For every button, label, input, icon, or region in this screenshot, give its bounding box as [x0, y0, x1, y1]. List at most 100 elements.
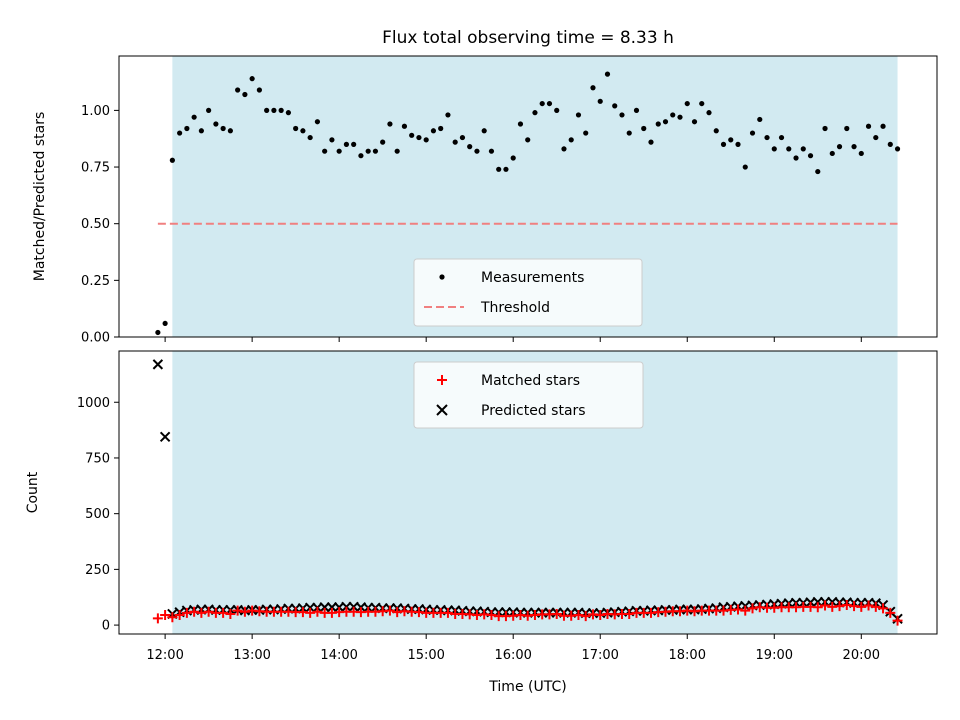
measurement-point: [336, 148, 342, 154]
measurement-point: [184, 125, 190, 132]
measurement-point: [198, 128, 204, 134]
measurement-point: [481, 128, 487, 134]
matched-star-point: [747, 603, 758, 614]
matched-star-point: [573, 610, 584, 621]
measurement-point: [684, 100, 690, 107]
measurement-point: [691, 119, 698, 125]
matched-star-point: [595, 610, 606, 621]
measurement-point: [575, 112, 582, 118]
measurement-point: [380, 139, 386, 145]
measurement-point: [177, 130, 183, 136]
bottom-x-tick-label: 17:00: [581, 648, 618, 663]
measurement-point: [662, 119, 669, 125]
measurement-point: [764, 134, 770, 141]
measurement-point: [626, 130, 632, 136]
bottom-x-tick-label: 12:00: [146, 648, 183, 663]
measurement-point: [220, 125, 226, 132]
matched-star-point: [892, 615, 903, 626]
measurement-point: [546, 100, 553, 107]
measurement-point: [322, 148, 328, 154]
matched-star-point: [312, 606, 323, 617]
measurement-point: [554, 107, 560, 113]
predicted-star-point: [152, 359, 164, 370]
matched-star-point: [305, 607, 316, 618]
matched-star-point: [174, 610, 185, 621]
top-chart-title: Flux total observing time = 8.33 h: [382, 28, 674, 48]
bottom-y-tick-label: 0: [102, 619, 110, 634]
measurement-point: [249, 76, 255, 82]
matched-star-point: [863, 600, 874, 611]
measurement-point: [648, 139, 654, 145]
x-axis-label: Time (UTC): [488, 679, 566, 695]
bottom-x-tick-label: 16:00: [494, 648, 531, 663]
bottom-panel: 0 250 500 750 1000 12:00 13:00 14:00 15:00 16:00…: [25, 350, 938, 695]
measurement-point: [735, 141, 741, 147]
measurement-point: [496, 166, 502, 172]
measurement-point: [720, 141, 727, 147]
legend-measurements-marker: [439, 274, 445, 280]
bottom-x-tick-label: 19:00: [756, 648, 793, 663]
legend-matched-marker: [437, 375, 447, 385]
matched-star-point: [203, 606, 214, 617]
matched-star-point: [239, 606, 250, 617]
measurement-point: [372, 148, 379, 154]
bottom-x-tick-label: 13:00: [233, 648, 270, 663]
measurement-point: [459, 134, 466, 141]
top-legend-box: [413, 258, 643, 327]
measurement-point: [887, 141, 893, 147]
bottom-x-ticks: 12:00 13:00 14:00 15:00 16:00 17:00 18:00 19:00…: [146, 634, 880, 663]
matched-star-point: [551, 608, 562, 619]
measurement-point: [836, 144, 843, 150]
measurement-point: [633, 107, 640, 113]
matched-star-point: [384, 605, 395, 616]
measurement-point: [858, 150, 864, 157]
measurement-point: [583, 130, 589, 136]
measurement-point: [416, 134, 422, 141]
bottom-x-tick-label: 14:00: [320, 648, 357, 663]
measurement-point: [314, 119, 321, 125]
measurement-point: [851, 144, 857, 150]
measurement-point: [815, 168, 821, 175]
matched-star-point: [196, 607, 207, 618]
matched-star-point: [580, 611, 591, 622]
measurement-point: [525, 137, 531, 143]
matched-star-point: [160, 610, 171, 621]
measurement-point: [894, 146, 901, 152]
measurement-point: [561, 146, 567, 152]
matched-star-point: [167, 612, 178, 623]
bottom-axes-frame: [118, 350, 938, 635]
matched-star-point: [232, 605, 243, 616]
bottom-y-tick-label: 1000: [77, 396, 110, 411]
measurement-point: [227, 128, 233, 134]
matched-star-point: [841, 600, 852, 611]
top-x-ticks: [164, 337, 862, 342]
matched-star-point: [820, 600, 831, 611]
bottom-legend: Matched stars Predicted stars: [413, 361, 644, 429]
top-y-tick-label: 0.50: [81, 217, 110, 232]
measurement-point: [329, 137, 335, 143]
matched-star-point: [225, 608, 236, 619]
measurement-point: [467, 144, 473, 150]
measurement-point: [510, 155, 516, 161]
measurement-point: [162, 320, 168, 327]
measurement-point: [169, 157, 175, 163]
measurement-point: [880, 123, 886, 129]
top-panel: 0.00 0.25 0.50 0.75 1.00 Matched/Predicted s…: [32, 55, 938, 346]
bottom-x-tick-label: 20:00: [843, 648, 880, 663]
measurement-point: [612, 103, 618, 109]
measurement-point: [285, 110, 292, 116]
measurement-point: [670, 112, 676, 118]
top-legend: Measurements Threshold: [413, 258, 643, 327]
measurement-point: [445, 112, 451, 118]
measurement-point: [300, 128, 306, 134]
measurement-point: [307, 134, 313, 141]
measurement-point: [488, 148, 495, 154]
measurement-point: [532, 110, 538, 116]
measurement-point: [778, 134, 785, 141]
measurement-point: [807, 153, 814, 159]
measurement-point: [590, 85, 596, 91]
matched-star-point: [812, 602, 823, 613]
measurement-point: [206, 107, 212, 113]
top-y-tick-label: 0.75: [81, 161, 110, 176]
